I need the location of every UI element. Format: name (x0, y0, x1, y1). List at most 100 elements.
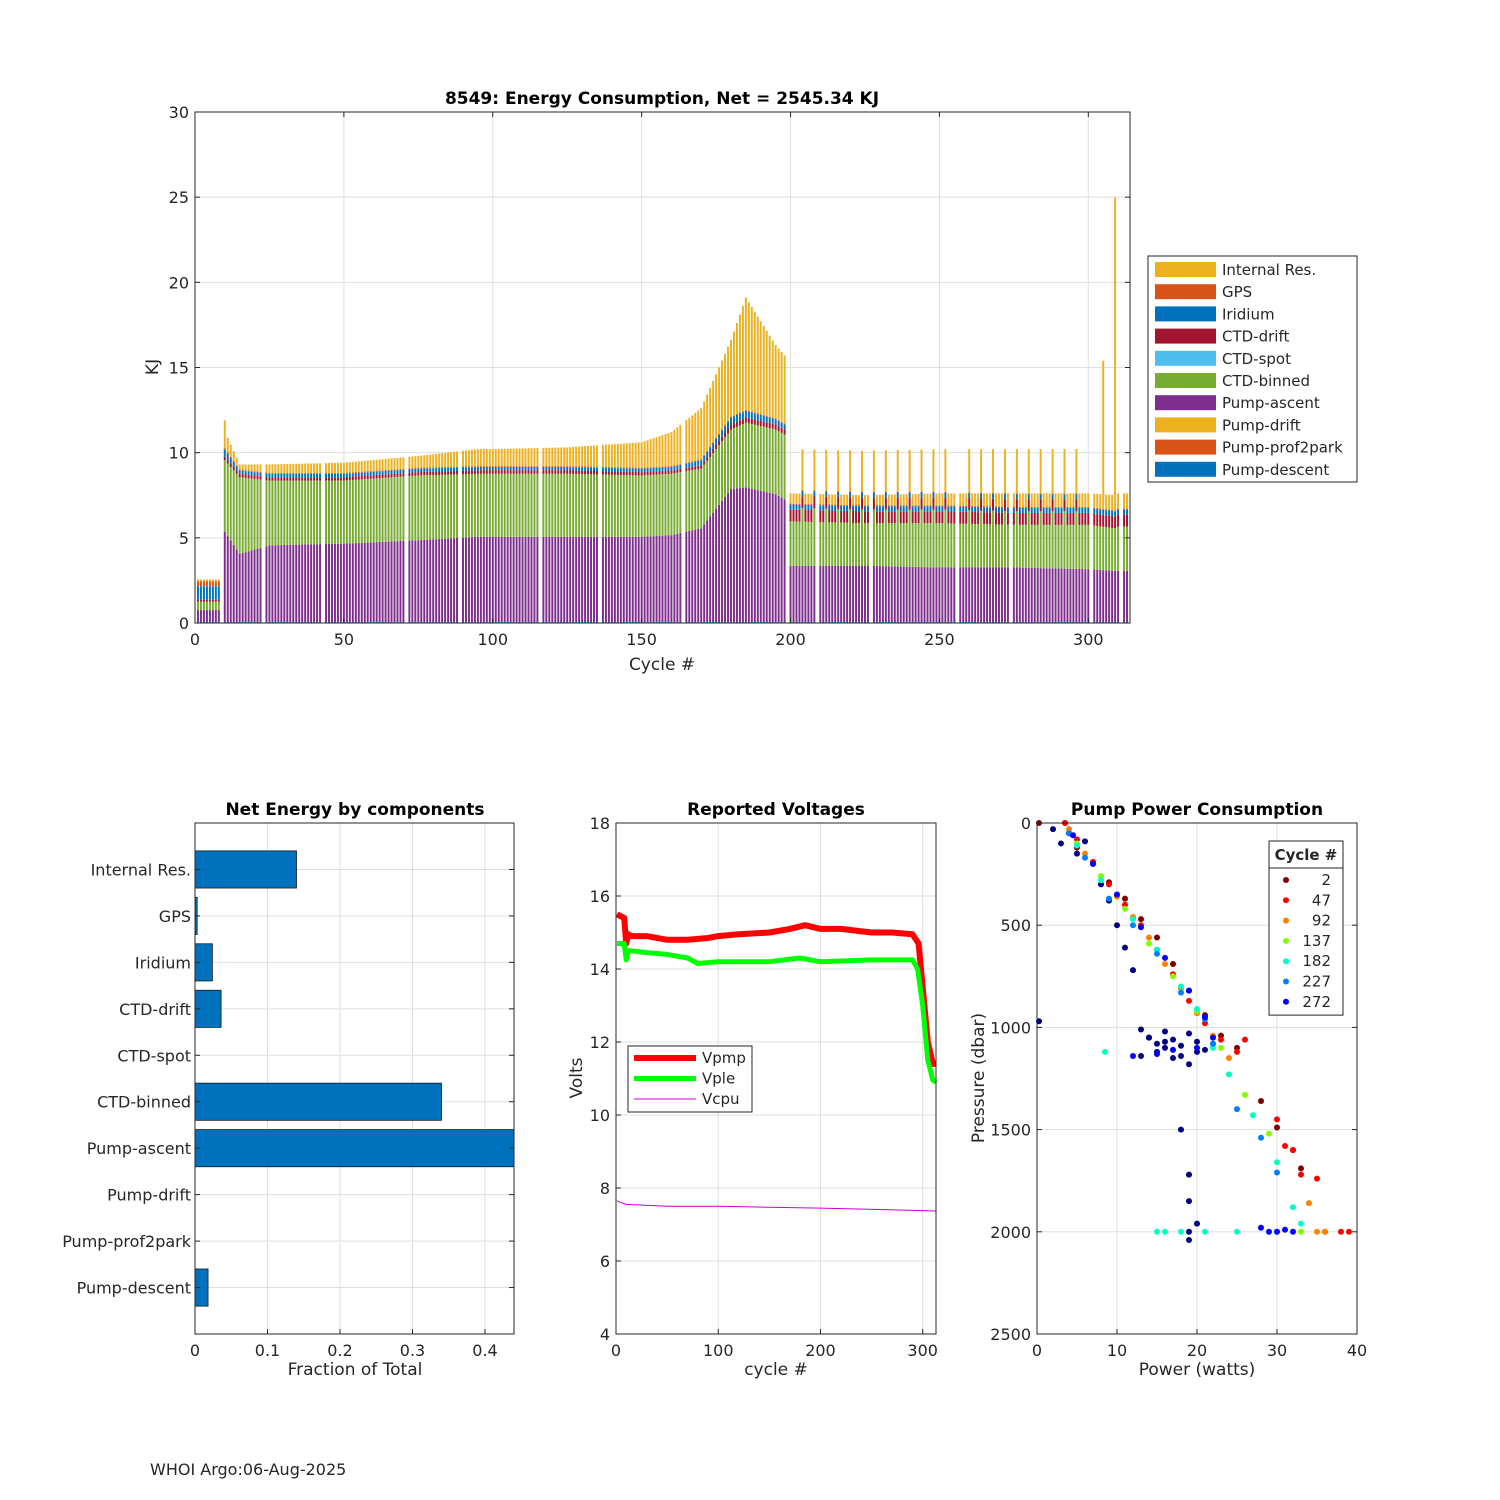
energy-x-tick-label: 100 (477, 630, 508, 649)
energy-bar-segment (411, 456, 414, 469)
energy-bar-segment (587, 621, 590, 623)
energy-bar-segment (536, 621, 539, 623)
energy-bar-segment (691, 530, 694, 622)
energy-bar-segment (875, 505, 878, 507)
energy-bar-segment (292, 544, 295, 622)
energy-bar-segment (584, 621, 587, 623)
energy-bar-segment (646, 440, 649, 468)
energy-bar-segment (1033, 507, 1036, 513)
energy-bar-segment (1006, 512, 1009, 525)
energy-bar-segment (774, 429, 777, 495)
energy-bar-segment (509, 621, 512, 623)
voltages-title: Reported Voltages (687, 800, 865, 820)
energy-bar-segment (1066, 512, 1069, 525)
energy-bar-segment (396, 476, 399, 542)
energy-bar-segment (920, 509, 923, 568)
energy-bar-segment (905, 511, 908, 524)
energy-bar-segment (384, 621, 387, 623)
pump-power-x-tick-label: 10 (1107, 1341, 1127, 1360)
energy-bar-segment (464, 474, 467, 538)
energy-bar-segment (1099, 494, 1102, 509)
energy-bar-segment (703, 621, 706, 623)
energy-bar-segment (804, 621, 807, 623)
energy-bar-segment (199, 621, 202, 623)
energy-bar-segment (313, 477, 316, 481)
energy-bar-segment (718, 367, 721, 434)
energy-bar-segment (229, 444, 232, 457)
pump-power-legend-marker (1283, 978, 1289, 985)
energy-bar-segment (688, 462, 691, 468)
pump-power-point (1234, 1228, 1240, 1235)
energy-bar-segment (1096, 526, 1099, 570)
energy-bar-segment (456, 470, 459, 475)
energy-bar-segment (497, 621, 500, 623)
energy-bar-segment (610, 474, 613, 537)
energy-bar-segment (360, 621, 363, 623)
energy-bar-segment (664, 467, 667, 471)
energy-bar-segment (566, 466, 569, 467)
energy-bar-segment (1117, 508, 1120, 510)
energy-bar-segment (482, 536, 485, 622)
energy-bar-segment (715, 449, 718, 509)
energy-bar-segment (524, 536, 527, 622)
energy-bar-segment (992, 510, 995, 568)
energy-bar-segment (524, 466, 527, 467)
energy-bar-segment (938, 493, 941, 506)
pump-power-point (1058, 840, 1064, 847)
energy-bar-segment (533, 473, 536, 537)
energy-bar-segment (1117, 509, 1120, 515)
energy-bar-segment (837, 565, 840, 622)
energy-bar-segment (727, 421, 729, 429)
energy-bar-segment (590, 536, 593, 622)
energy-bar-segment (992, 449, 995, 493)
energy-bar-segment (777, 420, 780, 427)
energy-bar-segment (217, 586, 220, 600)
energy-y-tick-label: 0 (179, 614, 189, 633)
net-energy-category-label: CTD-spot (117, 1046, 191, 1065)
energy-bar-segment (798, 503, 801, 505)
energy-bar-segment (268, 545, 271, 622)
energy-bar-segment (601, 467, 604, 472)
energy-bar-segment (1093, 507, 1096, 509)
energy-bar-segment (214, 599, 217, 602)
energy-bar-segment (810, 493, 813, 505)
energy-bar-segment (384, 470, 387, 471)
energy-bar-segment (298, 463, 301, 473)
pump-power-point (1194, 1220, 1200, 1227)
energy-bar-segment (560, 621, 563, 623)
energy-bar-segment (667, 466, 670, 468)
energy-bar-segment (250, 464, 253, 471)
pump-power-point (1234, 1048, 1240, 1055)
energy-bar-segment (655, 437, 658, 467)
energy-bar-segment (456, 474, 459, 539)
energy-bar-segment (1042, 621, 1045, 623)
energy-bar-segment (1072, 568, 1075, 622)
pump-power-point (1202, 1046, 1208, 1053)
energy-bar-segment (557, 447, 560, 467)
energy-bar-segment (357, 542, 360, 622)
energy-bar-segment (596, 467, 598, 472)
energy-bar-segment (238, 553, 241, 622)
energy-bar-segment (944, 567, 947, 622)
energy-bar-segment (286, 544, 289, 622)
energy-bar-segment (729, 424, 732, 430)
energy-bar-segment (1045, 493, 1048, 508)
energy-bar-segment (339, 477, 342, 481)
energy-bar-segment (1126, 621, 1129, 623)
energy-bar-segment (825, 491, 828, 497)
energy-bar-segment (554, 473, 557, 537)
energy-bar-segment (533, 536, 536, 622)
energy-bar-segment (759, 621, 762, 623)
energy-bar-segment (1069, 512, 1072, 525)
energy-bar-segment (339, 472, 342, 474)
energy-bar-segment (506, 473, 509, 537)
energy-bar-segment (840, 504, 843, 506)
pump-power-point (1298, 1220, 1304, 1227)
energy-bar-segment (360, 479, 363, 543)
energy-bar-segment (863, 621, 866, 623)
energy-bar-segment (1021, 512, 1024, 525)
pump-power-point (1226, 1071, 1232, 1078)
energy-bar-segment (643, 475, 646, 537)
energy-bar-segment (485, 473, 488, 537)
energy-bar-segment (792, 503, 795, 505)
